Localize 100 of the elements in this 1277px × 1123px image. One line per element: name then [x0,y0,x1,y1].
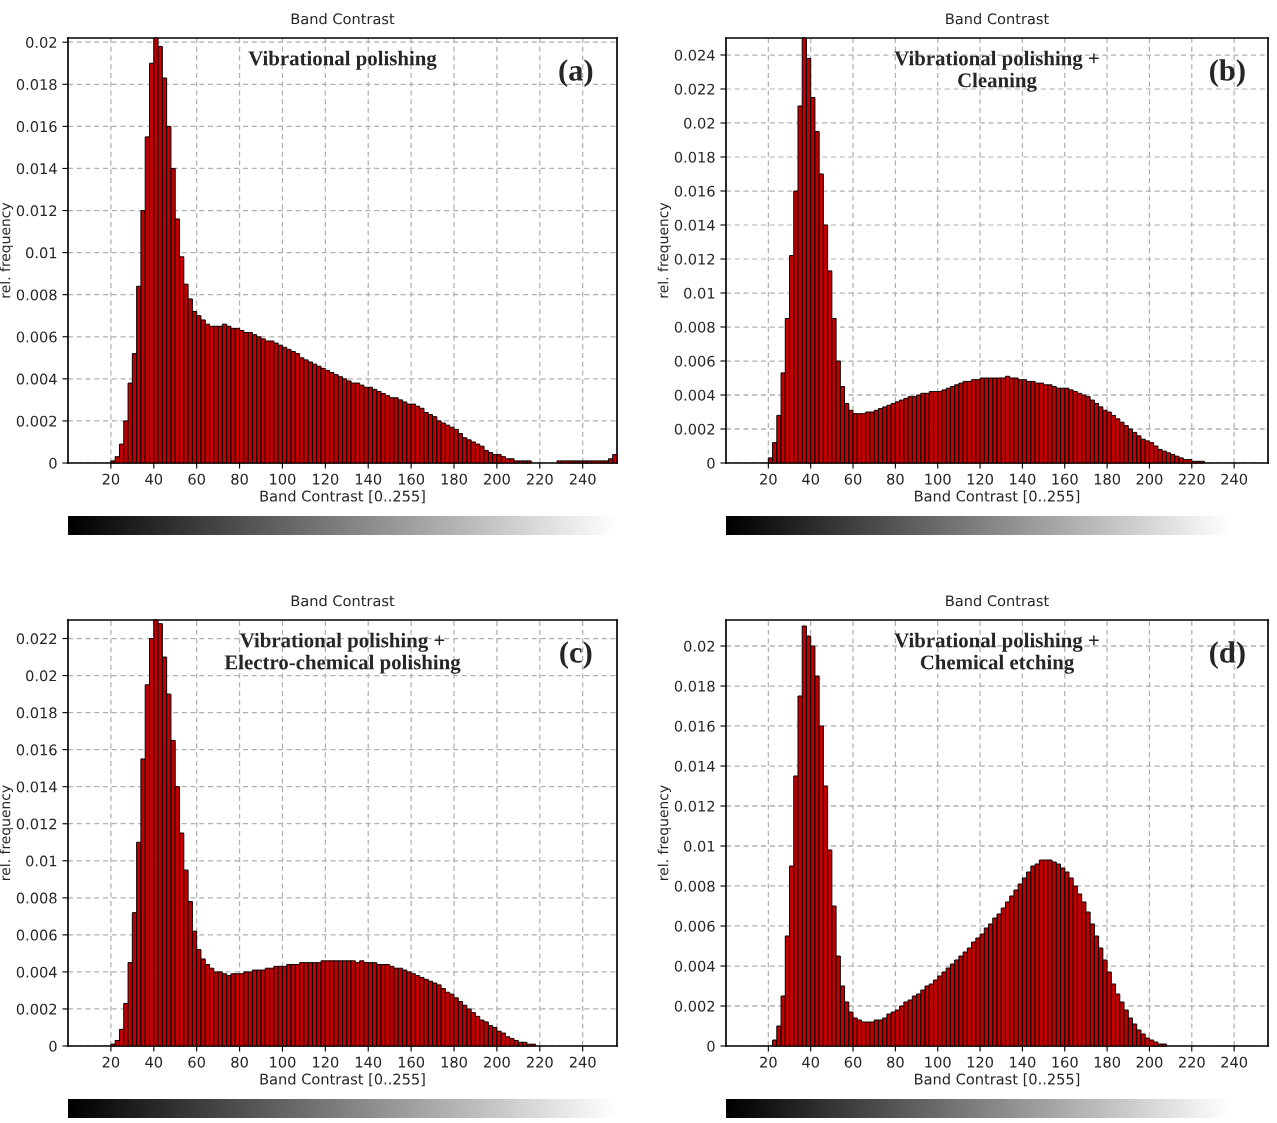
y-tick-label: 0.018 [16,79,57,91]
x-tick-label: 180 [1094,1056,1121,1068]
y-tick-label: 0 [707,1040,715,1052]
x-tick-label: 20 [102,1056,120,1068]
annotation: (a) [559,59,593,87]
x-tick-label: 200 [484,1056,510,1068]
x-tick-label: 240 [1221,473,1248,485]
x-tick-label: 100 [270,1056,296,1068]
x-tick-label: 220 [526,473,553,485]
x-tick-label: 200 [484,473,510,485]
x-tick-label: 160 [1052,1056,1078,1068]
annotation: Vibrational polishing + Chemical etching [894,632,1099,674]
x-tick-label: 120 [967,473,994,485]
y-tick-label: 0.02 [684,640,715,652]
y-tick-label: 0.01 [684,287,715,299]
x-tick-label: 20 [102,473,120,485]
y-tick-label: 0.012 [16,205,57,217]
y-tick-label: 0.014 [16,163,57,175]
x-tick-label: 80 [231,473,248,485]
annotation: (b) [1210,59,1245,87]
chart-title: Band Contrast [946,595,1049,607]
annotation: Vibrational polishing + Electro-chemical polishing [224,632,461,674]
x-tick-label: 80 [887,473,904,485]
y-tick-label: 0.002 [16,1003,57,1015]
x-tick-label: 240 [569,473,596,485]
x-tick-label: 20 [760,1056,777,1068]
chart-title: Band Contrast [946,13,1049,25]
x-tick-label: 160 [398,1056,425,1068]
x-tick-label: 160 [1052,473,1078,485]
y-tick-label: 0.01 [684,840,715,852]
y-tick-label: 0.01 [26,855,57,867]
y-tick-label: 0.022 [16,633,57,645]
x-tick-label: 80 [887,1056,904,1068]
x-tick-label: 120 [313,1056,339,1068]
x-tick-label: 60 [844,473,862,485]
x-tick-label: 220 [526,1056,553,1068]
y-tick-label: 0.018 [16,707,57,719]
annotation: Vibrational polishing + Cleaning [894,50,1099,92]
x-axis-title: Band Contrast [0..255] [260,490,425,504]
x-tick-label: 60 [188,1056,205,1068]
y-tick-label: 0 [49,457,57,469]
x-tick-label: 240 [1221,1056,1248,1068]
y-tick-label: 0.004 [674,960,715,972]
y-tick-label: 0.01 [26,247,57,259]
y-tick-label: 0.016 [674,720,715,732]
y-tick-label: 0.008 [674,880,715,892]
x-tick-label: 40 [145,473,163,485]
x-tick-label: 180 [441,473,467,485]
y-axis-title: rel. frequency [0,785,14,880]
chart-title: Band Contrast [291,13,395,25]
x-tick-label: 220 [1178,1056,1205,1068]
x-axis-title: Band Contrast [0..255] [260,1073,425,1087]
y-tick-label: 0.02 [26,36,57,48]
x-axis-title: Band Contrast [0..255] [915,490,1080,504]
y-tick-label: 0 [49,1040,57,1052]
x-tick-label: 100 [925,473,951,485]
y-tick-label: 0.002 [674,423,715,435]
x-tick-label: 180 [441,1056,467,1068]
x-tick-label: 60 [188,473,205,485]
y-tick-label: 0.02 [26,670,57,682]
x-tick-label: 140 [355,1056,382,1068]
annotation: Vibrational polishing [248,50,437,70]
chart-title: Band Contrast [291,595,395,607]
y-tick-label: 0.006 [16,929,57,941]
y-tick-label: 0.012 [674,800,715,812]
x-tick-label: 100 [925,1056,951,1068]
y-tick-label: 0.018 [674,151,715,163]
y-axis-title: rel. frequency [657,785,672,880]
y-tick-label: 0.006 [674,355,715,367]
y-tick-label: 0.014 [674,760,715,772]
x-tick-label: 20 [760,473,777,485]
y-tick-label: 0.016 [16,744,57,756]
y-tick-label: 0.004 [674,389,715,401]
y-tick-label: 0.004 [16,966,57,978]
x-tick-label: 180 [1094,473,1121,485]
y-tick-label: 0.006 [674,920,715,932]
x-tick-label: 160 [398,473,425,485]
y-tick-label: 0.018 [674,680,715,692]
x-tick-label: 40 [802,473,819,485]
x-tick-label: 100 [270,473,296,485]
x-tick-label: 120 [313,473,339,485]
y-axis-title: rel. frequency [0,202,14,298]
y-tick-label: 0.008 [674,321,715,333]
x-tick-label: 40 [145,1056,163,1068]
x-tick-label: 40 [802,1056,819,1068]
x-axis-title: Band Contrast [0..255] [915,1073,1080,1087]
x-tick-label: 60 [844,1056,862,1068]
annotation: (d) [1210,641,1245,670]
x-tick-label: 240 [569,1056,596,1068]
y-tick-label: 0.004 [16,373,57,385]
y-tick-label: 0.002 [674,1000,715,1012]
y-tick-label: 0.024 [674,49,715,61]
x-tick-label: 120 [967,1056,994,1068]
y-tick-label: 0.016 [16,121,57,133]
y-tick-label: 0.008 [16,289,57,301]
y-tick-label: 0.006 [16,331,57,343]
x-tick-label: 140 [355,473,382,485]
x-tick-label: 200 [1136,1056,1163,1068]
y-tick-label: 0.016 [674,185,715,197]
annotation: (c) [560,641,592,670]
